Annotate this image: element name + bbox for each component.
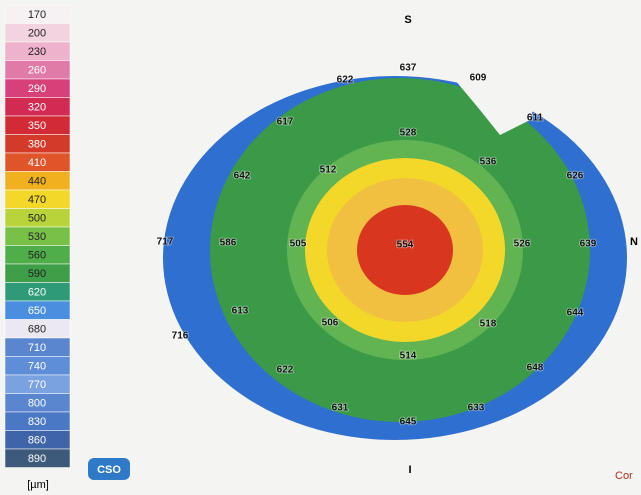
scale-label: 890 — [28, 453, 46, 465]
scale-label: 170 — [28, 9, 46, 21]
scale-label: 650 — [28, 305, 46, 317]
thickness-label: 554 — [397, 240, 414, 251]
scale-label: 680 — [28, 324, 46, 336]
compass-n: N — [630, 236, 638, 248]
thickness-label: 528 — [400, 128, 417, 139]
thickness-label: 717 — [157, 237, 174, 248]
scale-label: 500 — [28, 213, 46, 225]
thickness-label: 642 — [234, 171, 251, 182]
scale-swatch — [4, 448, 71, 468]
thickness-label: 506 — [322, 318, 339, 329]
thickness-label: 645 — [400, 417, 417, 428]
thickness-label: 631 — [332, 403, 349, 414]
thickness-label: 611 — [527, 113, 544, 124]
scale-label: 620 — [28, 287, 46, 299]
unit-label: [µm] — [27, 479, 49, 491]
thickness-label: 626 — [567, 171, 584, 182]
scale-label: 290 — [28, 83, 46, 95]
scale-label: 410 — [28, 157, 46, 169]
scale-label: 710 — [28, 342, 46, 354]
logo: CSO — [97, 464, 121, 476]
scale-label: 470 — [28, 194, 46, 206]
scale-label: 860 — [28, 435, 46, 447]
thickness-label: 512 — [320, 165, 337, 176]
logo-badge — [88, 458, 130, 480]
thickness-label: 514 — [400, 351, 417, 362]
scale-label: 200 — [28, 28, 46, 40]
thickness-label: 639 — [580, 239, 597, 250]
compass-i: I — [408, 464, 411, 476]
scale-label: 320 — [28, 102, 46, 114]
scale-label: 590 — [28, 268, 46, 280]
thickness-label: 536 — [480, 157, 497, 168]
scale-label: 350 — [28, 120, 46, 132]
thickness-label: 622 — [337, 75, 354, 86]
scale-label: 260 — [28, 65, 46, 77]
thickness-label: 617 — [277, 117, 294, 128]
thickness-label: 505 — [290, 239, 307, 250]
thickness-label: 622 — [277, 365, 294, 376]
thickness-label: 609 — [470, 73, 487, 84]
footer-text: Cor — [615, 470, 633, 482]
thickness-label: 648 — [527, 363, 544, 374]
scale-label: 560 — [28, 250, 46, 262]
thickness-label: 586 — [220, 238, 237, 249]
scale-label: 830 — [28, 416, 46, 428]
scale-label: 800 — [28, 398, 46, 410]
scale-label: 530 — [28, 231, 46, 243]
scale-label: 770 — [28, 379, 46, 391]
thickness-label: 633 — [468, 403, 485, 414]
thickness-label: 526 — [514, 239, 531, 250]
thickness-label: 518 — [480, 319, 497, 330]
compass-s: S — [404, 14, 411, 26]
scale-label: 740 — [28, 361, 46, 373]
map-shape — [163, 40, 627, 440]
scale-label: 440 — [28, 176, 46, 188]
thickness-label: 613 — [232, 306, 249, 317]
scale-label: 230 — [28, 46, 46, 58]
thickness-label: 644 — [567, 308, 584, 319]
thickness-label: 637 — [400, 63, 417, 74]
scale-label: 380 — [28, 139, 46, 151]
thickness-label: 716 — [172, 331, 189, 342]
